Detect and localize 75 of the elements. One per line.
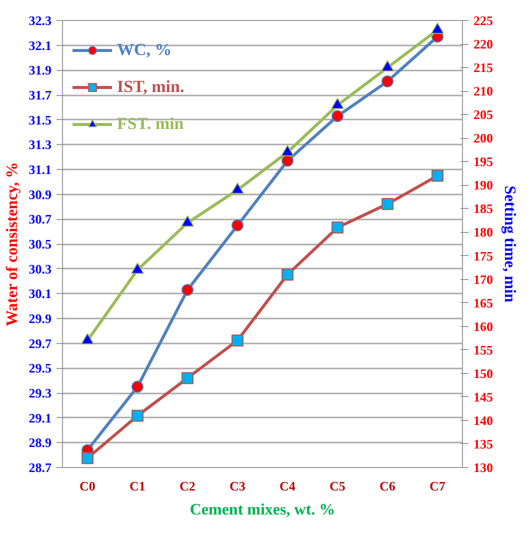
y2-tick-label: 190	[474, 178, 493, 193]
y2-tick-label: 200	[474, 130, 493, 146]
point	[332, 110, 344, 122]
y-tick-label: 31.5	[28, 112, 52, 128]
point	[132, 410, 144, 422]
point	[331, 98, 344, 110]
y2-tick-label: 165	[474, 295, 494, 310]
point	[381, 60, 394, 72]
point	[432, 170, 444, 182]
point	[382, 75, 394, 88]
point	[282, 268, 294, 281]
point	[282, 154, 294, 167]
y-tick-label: 30.7	[28, 212, 52, 227]
y2-tick-label: 180	[474, 224, 493, 240]
point	[382, 198, 394, 210]
y2-tick-label: 205	[474, 107, 494, 122]
y2-tick-label: 155	[474, 342, 494, 358]
x-tick-label: C2	[180, 478, 196, 494]
point	[81, 333, 94, 344]
y-tick-label: 30.3	[28, 261, 52, 276]
x-tick-label: C0	[80, 478, 96, 494]
legend-label: WC, %	[117, 40, 172, 60]
x-tick-label: C6	[380, 478, 396, 494]
point	[182, 372, 194, 384]
y2-tick-label: 140	[474, 412, 493, 428]
y2-tick-label: 150	[474, 366, 493, 381]
x-tick-label: C5	[330, 478, 346, 494]
point	[132, 380, 144, 393]
y2-tick-label: 195	[474, 154, 494, 170]
legend-label: FST. min	[117, 114, 184, 134]
y-tick-label: 29.3	[28, 386, 52, 400]
y-tick-label: 31.3	[28, 137, 52, 152]
y2-tick-label: 135	[474, 436, 494, 452]
legend-label: IST, min.	[117, 77, 184, 97]
y2-tick-label: 210	[474, 84, 493, 99]
point	[332, 222, 344, 234]
y2-tick-label: 225	[474, 13, 494, 28]
y2-tick-label: 175	[474, 248, 494, 264]
point	[232, 219, 244, 232]
y-tick-label: 28.9	[28, 435, 52, 450]
y-tick-label: 30.9	[28, 186, 52, 202]
y-tick-label: 29.1	[28, 410, 52, 426]
y2-axis-title: Setting time, min	[501, 186, 518, 303]
y-tick-label: 28.7	[28, 460, 52, 475]
point	[431, 22, 444, 34]
y-tick-label: 29.7	[28, 336, 52, 351]
x-tick-label: C1	[130, 478, 146, 494]
y-tick-label: 31.7	[28, 88, 52, 102]
y2-tick-label: 145	[474, 389, 494, 404]
y-tick-label: 30.5	[28, 236, 52, 252]
x-axis-title: Cement mixes, wt. %	[190, 502, 336, 518]
y-tick-label: 29.9	[28, 311, 52, 326]
y-tick-label: 32.1	[28, 38, 52, 53]
y-tick-label: 29.5	[28, 360, 52, 376]
y-tick-label: 31.1	[28, 162, 52, 177]
y2-tick-label: 220	[474, 36, 493, 52]
point	[131, 262, 144, 274]
y2-tick-label: 160	[474, 318, 493, 334]
y-tick-label: 32.3	[28, 13, 52, 28]
point	[181, 215, 194, 227]
y-tick-label: 31.9	[28, 62, 52, 78]
x-tick-label: C7	[430, 478, 446, 494]
y2-tick-label: 130	[474, 460, 493, 475]
y2-tick-label: 185	[474, 201, 494, 216]
y2-tick-label: 170	[474, 272, 493, 287]
x-tick-label: C4	[280, 478, 296, 494]
y-axis-title: Water of consistency, %	[4, 162, 21, 326]
y2-tick-label: 215	[474, 60, 494, 76]
point	[231, 182, 244, 194]
point	[281, 144, 294, 156]
y-tick-label: 30.1	[28, 286, 52, 302]
point	[182, 284, 194, 296]
point	[82, 452, 94, 464]
point	[232, 334, 244, 346]
x-tick-label: C3	[230, 478, 246, 494]
